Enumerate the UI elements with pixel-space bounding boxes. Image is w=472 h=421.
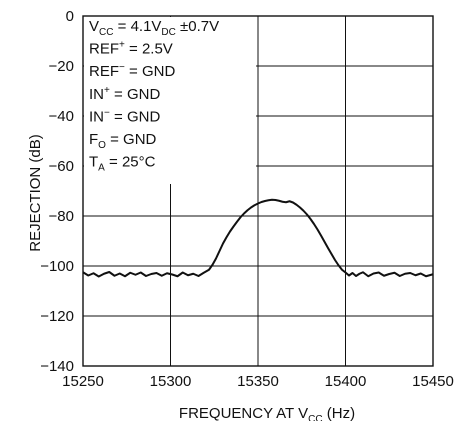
y-tick-label: −60 — [49, 158, 74, 175]
plot-frame — [82, 15, 434, 367]
annotation-part: DC — [161, 27, 175, 38]
annotation-line: TA = 25°C — [89, 154, 156, 174]
annotation-line: REF− = GND — [89, 62, 175, 80]
annotation-part: IN — [89, 86, 104, 103]
x-tick-label: 15400 — [325, 373, 367, 390]
annotation-line: IN+ = GND — [89, 85, 160, 103]
x-tick-label: 15350 — [237, 373, 279, 390]
x-axis-label: FREQUENCY AT VCC (Hz) — [179, 405, 355, 421]
annotation-background — [84, 17, 256, 184]
y-tick-label: −120 — [40, 308, 74, 325]
annotation-part: T — [89, 154, 98, 171]
annotation-part: = 25°C — [105, 154, 156, 171]
y-axis-label: REJECTION (dB) — [27, 134, 44, 252]
annotation-part: REF — [89, 63, 119, 80]
annotation-part: V — [89, 18, 99, 35]
annotation-part: = 2.5V — [125, 41, 173, 58]
annotation-part: O — [98, 140, 106, 151]
annotation-part: F — [89, 131, 98, 148]
annotation-part: ±0.7V — [176, 18, 219, 35]
annotation-part: − — [119, 62, 125, 73]
x-tick-label: 15300 — [150, 373, 192, 390]
annotation-part: = GND — [125, 63, 176, 80]
annotation-part: A — [98, 163, 105, 174]
annotation-line: FO = GND — [89, 131, 157, 151]
x-tick-label: 15450 — [412, 373, 454, 390]
annotation-part: + — [104, 85, 110, 96]
annotation-part: CC — [99, 27, 113, 38]
y-tick-label: −40 — [49, 108, 74, 125]
annotation-part: IN — [89, 108, 104, 125]
annotation-line: VCC = 4.1VDC ±0.7V — [89, 18, 219, 38]
annotation-part: = GND — [110, 108, 161, 125]
annotation-part: + — [119, 40, 125, 51]
y-tick-label: −20 — [49, 58, 74, 75]
x-tick-labels: 15250 15300 15350 15400 15450 — [62, 373, 454, 390]
annotation-part: = GND — [106, 131, 157, 148]
y-tick-labels: 0 −20 −40 −60 −80 −100 −120 −140 — [40, 8, 74, 375]
y-tick-label: 0 — [66, 8, 74, 25]
annotation-part: − — [104, 107, 110, 118]
annotation-line: REF+ = 2.5V — [89, 40, 173, 58]
series-line — [82, 198, 434, 278]
y-tick-label: −80 — [49, 208, 74, 225]
annotation-part: = GND — [110, 86, 161, 103]
series — [82, 198, 434, 278]
y-tick-label: −140 — [40, 358, 74, 375]
x-tick-label: 15250 — [62, 373, 104, 390]
annotation-part: = 4.1V — [113, 18, 161, 35]
y-tick-label: −100 — [40, 258, 74, 275]
annotation-line: IN− = GND — [89, 107, 160, 125]
annotation-part: REF — [89, 41, 119, 58]
